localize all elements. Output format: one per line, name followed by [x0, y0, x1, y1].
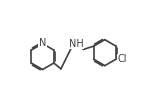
Text: Cl: Cl: [117, 54, 127, 64]
Text: NH: NH: [69, 39, 84, 49]
Text: N: N: [39, 38, 46, 48]
